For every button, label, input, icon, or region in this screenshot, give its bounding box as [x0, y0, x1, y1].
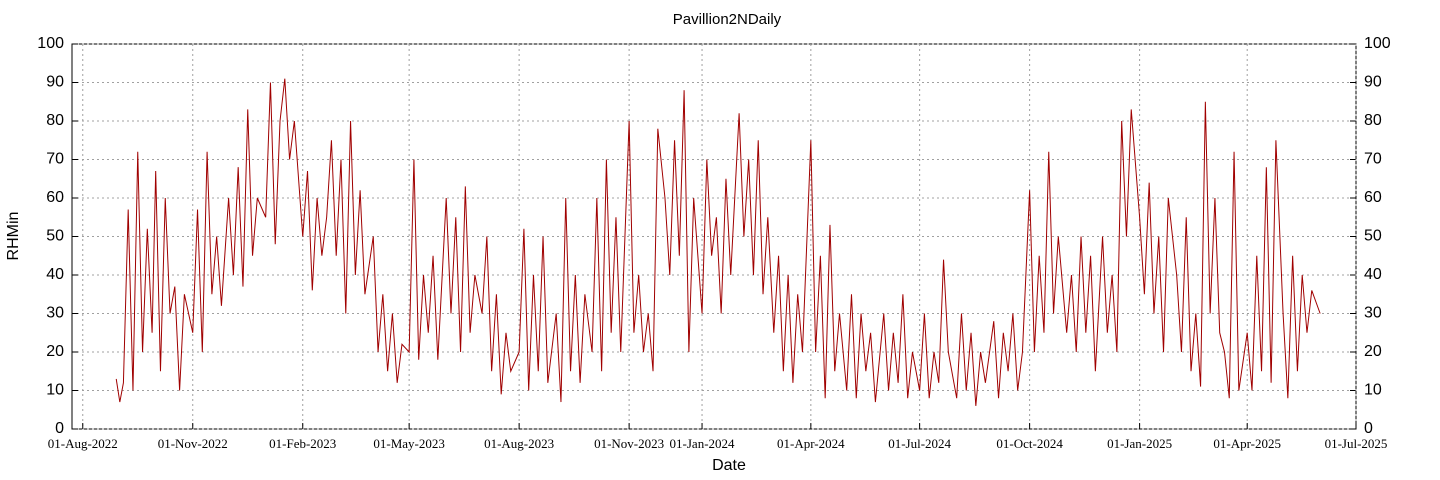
y2-tick-label: 0 — [1364, 420, 1373, 437]
x-tick-label: 01-May-2023 — [373, 436, 445, 451]
y2-tick-label: 60 — [1364, 189, 1382, 206]
x-tick-label: 01-Apr-2024 — [777, 436, 845, 451]
y-tick-label: 50 — [46, 228, 64, 245]
y-tick-label: 40 — [46, 266, 64, 283]
y-tick-label: 60 — [46, 189, 64, 206]
y2-tick-label: 70 — [1364, 151, 1382, 168]
y2-tick-label: 10 — [1364, 382, 1382, 399]
x-tick-label: 01-Jan-2025 — [1107, 436, 1172, 451]
chart-title: Pavillion2NDaily — [673, 11, 782, 28]
x-axis-label: Date — [712, 457, 746, 474]
x-tick-label: 01-Jul-2025 — [1325, 436, 1388, 451]
y2-tick-label: 20 — [1364, 343, 1382, 360]
y-tick-label: 100 — [37, 35, 64, 52]
data-line — [115, 78, 1321, 406]
y2-tick-label: 30 — [1364, 305, 1382, 322]
y2-tick-label: 90 — [1364, 74, 1382, 91]
y2-tick-label: 40 — [1364, 266, 1382, 283]
x-tick-label: 01-Oct-2024 — [996, 436, 1063, 451]
x-tick-label: 01-Jul-2024 — [888, 436, 951, 451]
x-tick-label: 01-Nov-2022 — [158, 436, 228, 451]
y-tick-label: 70 — [46, 151, 64, 168]
y-tick-label: 80 — [46, 112, 64, 129]
x-tick-label: 01-Nov-2023 — [594, 436, 664, 451]
x-tick-label: 01-Feb-2023 — [269, 436, 336, 451]
y-tick-label: 0 — [55, 420, 64, 437]
y2-tick-label: 80 — [1364, 112, 1382, 129]
x-tick-label: 01-Apr-2025 — [1213, 436, 1281, 451]
y-axis-label: RHMin — [5, 212, 22, 261]
y-tick-label: 30 — [46, 305, 64, 322]
x-tick-label: 01-Aug-2023 — [484, 436, 554, 451]
y-tick-label: 10 — [46, 382, 64, 399]
y2-tick-label: 50 — [1364, 228, 1382, 245]
y-tick-label: 90 — [46, 74, 64, 91]
x-tick-label: 01-Aug-2022 — [48, 436, 118, 451]
x-tick-label: 01-Jan-2024 — [670, 436, 735, 451]
y2-tick-label: 100 — [1364, 35, 1391, 52]
y-tick-label: 20 — [46, 343, 64, 360]
